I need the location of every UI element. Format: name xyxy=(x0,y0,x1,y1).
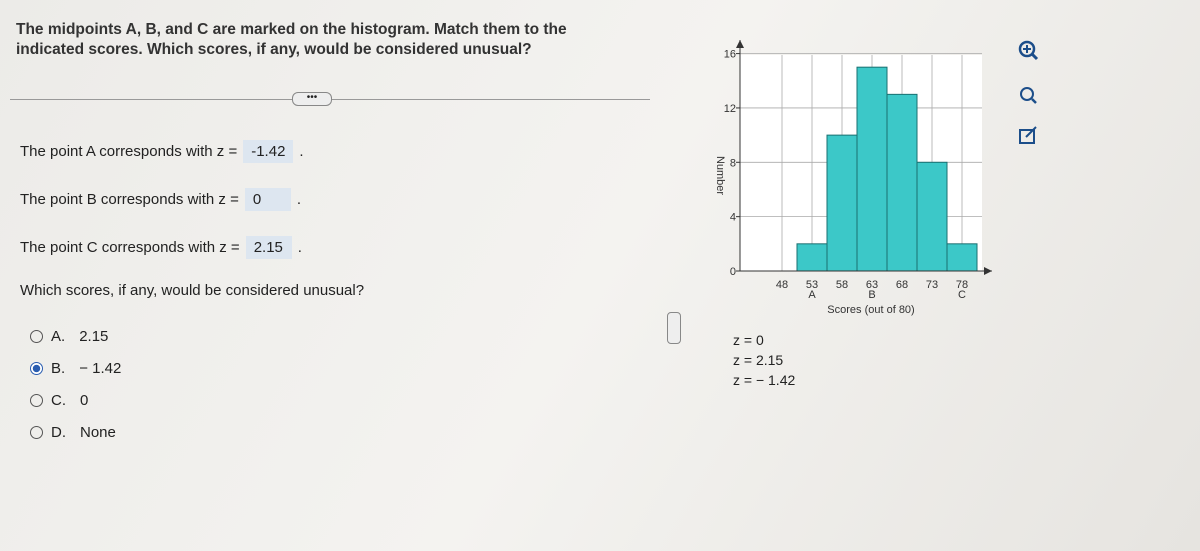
x-tick-label: 58 xyxy=(836,279,848,291)
statement-text: The point B corresponds with z = xyxy=(20,191,239,208)
bar xyxy=(886,93,918,272)
question-line: indicated scores. Which scores, if any, … xyxy=(16,41,532,58)
choice-text: 0 xyxy=(80,392,89,409)
prompt-text: Which scores, if any, would be considere… xyxy=(20,282,365,299)
zoom-out[interactable] xyxy=(1020,87,1037,104)
y-tick-label: 0 xyxy=(730,266,736,278)
choice-text: 2.15 xyxy=(79,328,109,345)
statement: The point C corresponds with z = 2.15. xyxy=(20,236,302,259)
statement-text: The point A corresponds with z = xyxy=(20,143,238,160)
y-tick-label: 16 xyxy=(724,49,736,61)
y-axis-label: Number xyxy=(714,156,726,195)
bar xyxy=(856,66,888,272)
y-tick-label: 4 xyxy=(730,212,736,224)
x-tick-label: 78 xyxy=(956,279,968,291)
choice-text: − 1.42 xyxy=(79,360,122,377)
statement: The point A corresponds with z = -1.42. xyxy=(20,140,304,163)
open-external[interactable] xyxy=(1019,126,1037,144)
x-tick-label: 73 xyxy=(926,279,938,291)
z-option: z = 2.15 xyxy=(733,352,784,368)
choice-text: None xyxy=(80,424,116,441)
choice[interactable]: C. 0 xyxy=(30,392,88,409)
choice[interactable]: B. − 1.42 xyxy=(30,360,121,377)
x-tick-label: 63 xyxy=(866,279,878,291)
statement: The point B corresponds with z = 0. xyxy=(20,188,301,211)
y-tick-label: 12 xyxy=(724,103,736,115)
z-option: z = − 1.42 xyxy=(733,372,796,388)
statement-suffix: . xyxy=(296,191,302,208)
bar xyxy=(916,161,948,272)
x-tick-label: 48 xyxy=(776,279,788,291)
tool-icons xyxy=(1018,40,1039,144)
question: The midpoints A, B, and C are marked on … xyxy=(16,20,567,60)
statement-text: The point C corresponds with z = xyxy=(20,239,240,256)
drag-handle[interactable] xyxy=(667,312,681,344)
x-tick-label: 68 xyxy=(896,279,908,291)
choice-letter: D. xyxy=(51,424,66,441)
choice[interactable]: D. None xyxy=(30,424,116,441)
radio[interactable] xyxy=(30,394,43,407)
choice-letter: B. xyxy=(51,360,66,377)
x-axis-label: Scores (out of 80) xyxy=(827,304,914,316)
point-label: A xyxy=(808,289,816,301)
choice[interactable]: A. 2.15 xyxy=(30,328,108,345)
radio[interactable] xyxy=(30,426,43,439)
radio[interactable] xyxy=(30,330,43,343)
answer-box[interactable]: 2.15 xyxy=(245,236,292,259)
zoom-in[interactable] xyxy=(1018,40,1039,61)
y-axis-arrow xyxy=(736,40,744,48)
x-tick-label: 53 xyxy=(806,279,818,291)
statement-suffix: . xyxy=(297,239,302,256)
question-line: The midpoints A, B, and C are marked on … xyxy=(16,21,567,38)
radio[interactable] xyxy=(30,362,43,375)
expand-button[interactable]: ••• xyxy=(292,92,332,106)
prompt: Which scores, if any, would be considere… xyxy=(20,282,364,299)
choice-letter: A. xyxy=(51,328,66,345)
bar xyxy=(946,243,978,272)
choice-letter: C. xyxy=(51,392,66,409)
bar xyxy=(826,134,858,272)
bar xyxy=(796,243,828,272)
point-label: B xyxy=(868,289,875,301)
statement-suffix: . xyxy=(299,143,304,160)
answer-box[interactable]: 0 xyxy=(244,188,291,211)
point-label: C xyxy=(958,289,966,301)
answer-box[interactable]: -1.42 xyxy=(243,140,294,163)
x-axis-arrow xyxy=(984,267,992,275)
z-option: z = 0 xyxy=(733,332,764,348)
y-tick-label: 8 xyxy=(730,157,736,169)
